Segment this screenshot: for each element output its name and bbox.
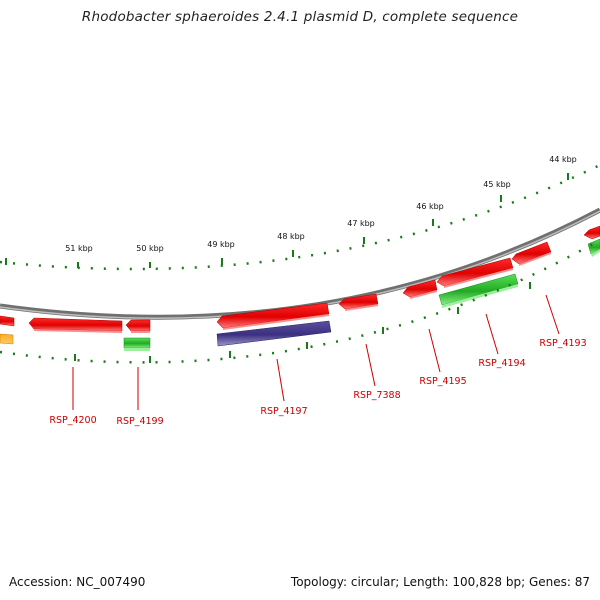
scale-label-51: 51 kbp [65, 244, 93, 253]
gene-feature-rsp-4199[interactable] [125, 319, 151, 333]
scale-label-46: 46 kbp [416, 202, 444, 211]
gene-label-rsp-4199[interactable]: RSP_4199 [116, 416, 163, 427]
gene-label-rsp-4197[interactable]: RSP_4197 [260, 406, 307, 417]
gene-feature-right-edge[interactable] [583, 225, 600, 240]
map-title: Rhodobacter sphaeroides 2.4.1 plasmid D,… [81, 9, 519, 25]
gene-feature-rsp-7388[interactable] [338, 293, 379, 311]
gene-label-rsp-7388[interactable]: RSP_7388 [353, 390, 400, 401]
scale-label-49: 49 kbp [207, 240, 235, 249]
feature-track-2 [0, 238, 600, 351]
forward-strand-genes [0, 225, 600, 333]
gene-label-rsp-4194[interactable]: RSP_4194 [478, 358, 525, 369]
purple-feature-rsp-4197[interactable] [216, 320, 332, 347]
gene-label-rsp-4195[interactable]: RSP_4195 [419, 376, 466, 387]
scale-label-44: 44 kbp [549, 155, 577, 164]
scale-label-47: 47 kbp [347, 219, 375, 228]
gene-feature-rsp-4200[interactable] [28, 317, 123, 333]
gene-feature-rsp-4193[interactable] [511, 241, 552, 266]
gene-labels: RSP_4193 RSP_4194 RSP_4195 RSP_7388 RSP_… [49, 338, 586, 427]
scale-labels: 44 kbp 45 kbp 46 kbp 47 kbp 48 kbp 49 kb… [65, 155, 577, 253]
gene-feature-left-edge[interactable] [0, 315, 15, 327]
scale-label-50: 50 kbp [136, 244, 164, 253]
topology-summary-text: Topology: circular; Length: 100,828 bp; … [290, 575, 590, 589]
gene-label-rsp-4200[interactable]: RSP_4200 [49, 415, 96, 426]
label-leader-lines [72, 294, 560, 410]
outer-scale-ring [0, 163, 600, 271]
green-feature-right-edge[interactable] [587, 238, 600, 257]
orange-feature-left[interactable] [0, 333, 14, 345]
gene-feature-rsp-4195[interactable] [402, 279, 438, 299]
scale-label-48: 48 kbp [277, 232, 305, 241]
accession-text: Accession: NC_007490 [9, 575, 146, 589]
inner-scale-ring [0, 238, 600, 364]
scale-label-45: 45 kbp [483, 180, 511, 189]
gene-label-rsp-4193[interactable]: RSP_4193 [539, 338, 586, 349]
green-feature-rsp-4199[interactable] [123, 337, 151, 351]
gene-feature-rsp-4194[interactable] [436, 257, 514, 288]
green-feature-rsp-4194[interactable] [438, 273, 519, 308]
gene-feature-rsp-4197[interactable] [216, 302, 330, 330]
